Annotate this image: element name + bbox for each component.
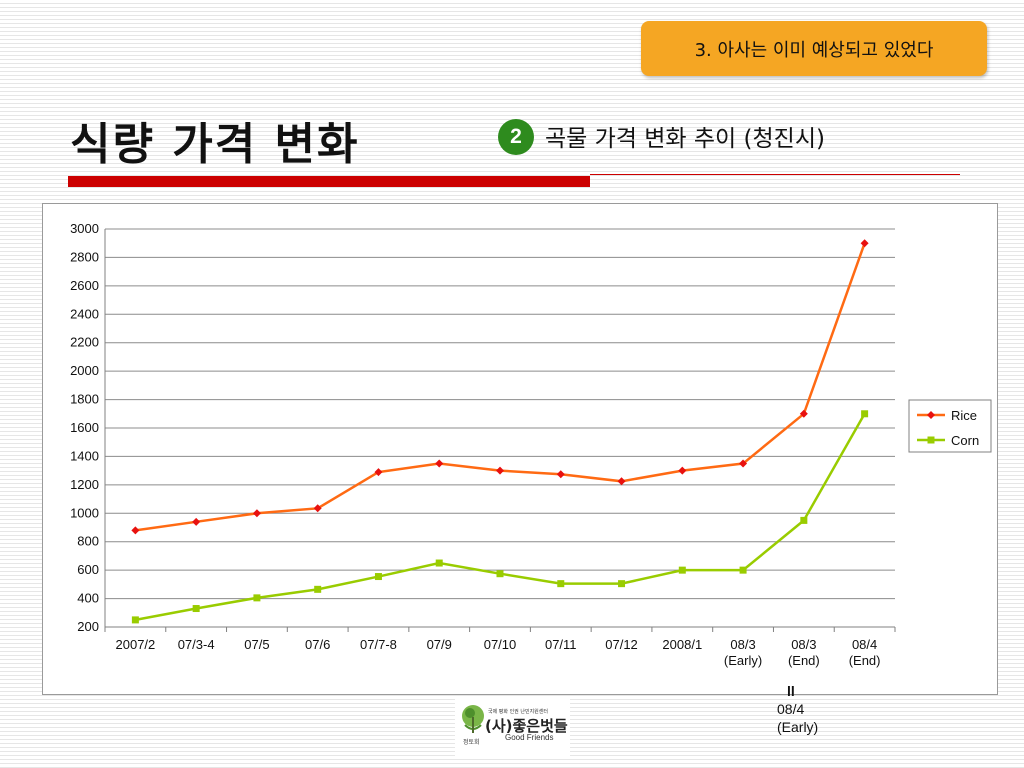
data-point-corn [678, 566, 686, 574]
y-tick-label: 2600 [70, 278, 99, 293]
data-point-rice [678, 466, 687, 475]
good-friends-logo: 국제 평화 인권 난민지원센터 (사)좋은벗들 Good Friends 정토회 [455, 697, 570, 757]
y-tick-label: 2200 [70, 335, 99, 350]
data-point-rice [556, 470, 565, 479]
y-tick-label: 400 [77, 591, 99, 606]
legend-swatch-marker [927, 436, 935, 444]
footnote-line-1: 08/4 [777, 701, 805, 717]
data-point-rice [860, 239, 869, 248]
logo-name-en: Good Friends [505, 733, 554, 742]
data-point-rice [799, 409, 808, 418]
line-chart: 3000 2800 2600 2400 2200 2000 1800 1600 1400 1200… [70, 221, 992, 668]
legend-label: Corn [951, 433, 979, 448]
y-tick-label: 1800 [70, 392, 99, 407]
data-point-corn [557, 580, 565, 588]
y-tick-label: 2000 [70, 363, 99, 378]
y-tick-label: 600 [77, 562, 99, 577]
x-tick-label: (End) [849, 653, 881, 668]
legend-label: Rice [951, 408, 977, 423]
data-point-corn [374, 573, 382, 581]
data-point-corn [496, 570, 504, 578]
y-tick-label: 1400 [70, 448, 99, 463]
x-tick-label: 08/4 [852, 637, 877, 652]
tree-logo-icon [462, 705, 484, 733]
x-tick-label: 2007/2 [116, 637, 156, 652]
series-line-corn [135, 413, 866, 622]
section-badge: 3. 아사는 이미 예상되고 있었다 [641, 21, 987, 76]
x-tick-label: 08/3 [730, 637, 755, 652]
logo-under-text: 정토회 [463, 739, 480, 746]
data-point-corn [618, 580, 626, 588]
x-tick-label: 07/7-8 [360, 637, 397, 652]
section-number-badge: 2 [498, 119, 534, 155]
y-tick-label: 3000 [70, 221, 99, 236]
slide-title: 식량 가격 변화 [70, 119, 360, 170]
data-point-rice [252, 509, 261, 518]
section-badge-text: 3. 아사는 이미 예상되고 있었다 [694, 39, 934, 61]
legend-box [908, 399, 992, 453]
x-tick-label: (Early) [724, 653, 762, 668]
data-point-rice [192, 517, 201, 526]
data-point-rice [374, 468, 383, 477]
x-tick-label: 07/3-4 [178, 637, 215, 652]
x-tick-label: 07/5 [244, 637, 269, 652]
data-point-corn [800, 516, 808, 524]
data-point-rice [131, 526, 140, 535]
x-tick-label: 07/9 [427, 637, 452, 652]
footnote-marker: ll [787, 683, 795, 699]
logo-name-ko: (사)좋은벗들 [485, 717, 568, 735]
y-tick-label: 2400 [70, 306, 99, 321]
title-underline-thick [68, 176, 590, 187]
title-underline-thin [590, 174, 960, 175]
logo-small-text: 국제 평화 인권 난민지원센터 [488, 709, 548, 715]
y-tick-label: 2800 [70, 249, 99, 264]
x-tick-label: 07/10 [484, 637, 517, 652]
chart-subtitle: 곡물 가격 변화 추이 (청진시) [545, 126, 825, 152]
x-tick-label: 07/12 [605, 637, 638, 652]
data-point-corn [192, 605, 200, 613]
x-tick-label: (End) [788, 653, 820, 668]
data-point-rice [617, 477, 626, 486]
footnote: ll 08/4 (Early) [777, 683, 819, 736]
y-tick-label: 1000 [70, 505, 99, 520]
x-tick-label: 07/11 [545, 637, 577, 652]
y-tick-label: 200 [77, 619, 99, 634]
data-point-corn [131, 616, 139, 624]
data-point-rice [739, 459, 748, 468]
data-point-corn [435, 559, 443, 567]
x-tick-label: 2008/1 [662, 637, 702, 652]
data-point-corn [314, 585, 322, 593]
y-tick-label: 1200 [70, 477, 99, 492]
data-point-rice [435, 459, 444, 468]
data-point-rice [496, 466, 504, 475]
footnote-line-2: (Early) [777, 719, 819, 735]
x-tick-label: 08/3 [791, 637, 816, 652]
data-point-corn [739, 566, 747, 574]
y-tick-label: 1600 [70, 420, 99, 435]
data-point-corn [861, 410, 869, 418]
data-point-corn [253, 594, 261, 602]
legend-swatch-marker [927, 411, 935, 419]
chart-panel: 3000 2800 2600 2400 2200 2000 1800 1600 1400 1200… [42, 203, 998, 695]
y-tick-label: 800 [77, 534, 99, 549]
x-tick-label: 07/6 [305, 637, 330, 652]
data-point-rice [313, 504, 322, 513]
